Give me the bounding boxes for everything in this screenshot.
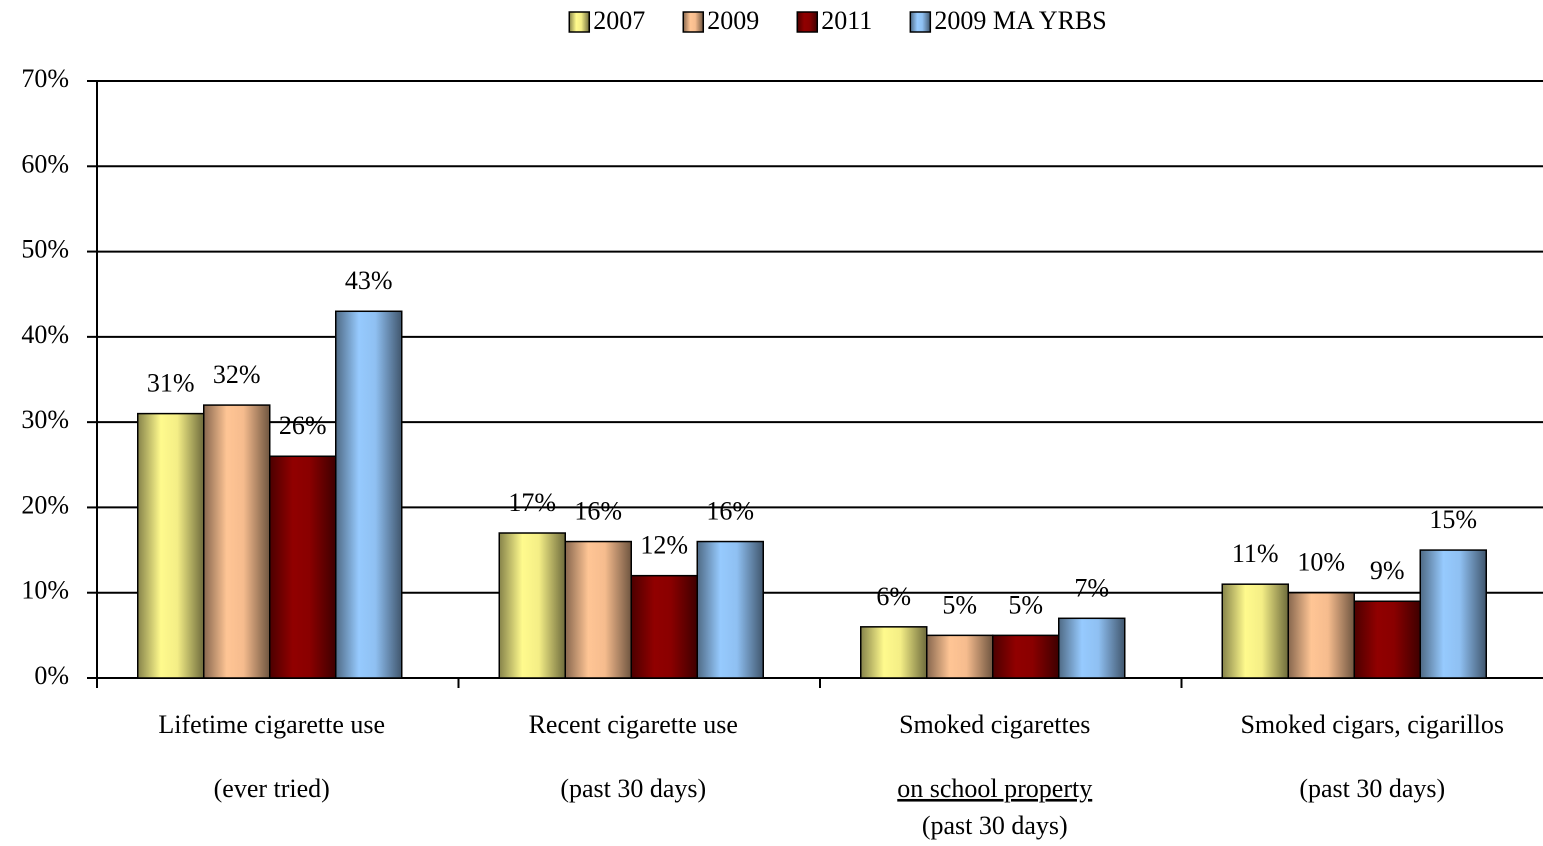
- value-label: 9%: [1370, 556, 1405, 585]
- legend-swatch: [909, 11, 932, 33]
- y-tick-label: 50%: [21, 235, 69, 264]
- x-tick-label: Smoked cigars, cigarillos: [1240, 710, 1504, 739]
- x-tick-label: (past 30 days): [1299, 774, 1445, 803]
- value-label: 5%: [942, 590, 977, 619]
- legend-swatch: [796, 11, 819, 33]
- bar: [137, 412, 205, 679]
- x-tick-label: (past 30 days): [560, 774, 706, 803]
- value-label: 31%: [147, 369, 195, 398]
- bar: [860, 626, 928, 679]
- bar: [203, 404, 271, 679]
- y-tick-label: 20%: [21, 490, 69, 519]
- value-label: 10%: [1297, 548, 1345, 577]
- bar: [1353, 600, 1421, 679]
- bar: [630, 574, 698, 679]
- bar: [498, 532, 566, 679]
- x-tick-label: Lifetime cigarette use: [158, 710, 385, 739]
- x-tick-label: (past 30 days): [922, 811, 1068, 840]
- legend-swatch: [568, 11, 591, 33]
- bar: [1221, 583, 1289, 679]
- y-tick-label: 0%: [34, 661, 69, 690]
- value-label: 16%: [706, 497, 754, 526]
- x-tick-label: (ever tried): [214, 774, 330, 803]
- y-tick-label: 70%: [21, 64, 69, 93]
- bar: [926, 634, 994, 679]
- legend-label: 2011: [821, 6, 872, 35]
- x-tick-label: Smoked cigarettes: [899, 710, 1090, 739]
- x-tick-label: on school property: [897, 774, 1092, 803]
- y-tick-label: 40%: [21, 320, 69, 349]
- x-tick-label: Recent cigarette use: [529, 710, 738, 739]
- value-label: 11%: [1232, 539, 1279, 568]
- bar: [1058, 617, 1126, 679]
- y-tick-label: 10%: [21, 576, 69, 605]
- value-label: 17%: [508, 488, 556, 517]
- y-tick-label: 30%: [21, 405, 69, 434]
- value-label: 16%: [574, 497, 622, 526]
- value-label: 7%: [1074, 573, 1109, 602]
- value-label: 12%: [640, 531, 688, 560]
- value-label: 6%: [876, 582, 911, 611]
- bar: [269, 455, 337, 679]
- legend-swatch: [682, 11, 705, 33]
- bar: [992, 634, 1060, 679]
- bar: [335, 310, 403, 679]
- bar: [1419, 549, 1487, 679]
- bar: [1287, 591, 1355, 679]
- legend-label: 2007: [593, 6, 645, 35]
- legend-label: 2009: [707, 6, 759, 35]
- value-label: 5%: [1008, 590, 1043, 619]
- value-label: 32%: [213, 360, 261, 389]
- value-label: 26%: [279, 411, 327, 440]
- legend-label: 2009 MA YRBS: [934, 6, 1106, 35]
- bar: [564, 540, 632, 679]
- value-label: 15%: [1429, 505, 1477, 534]
- value-label: 43%: [345, 266, 393, 295]
- bar: [696, 540, 764, 679]
- y-tick-label: 60%: [21, 149, 69, 178]
